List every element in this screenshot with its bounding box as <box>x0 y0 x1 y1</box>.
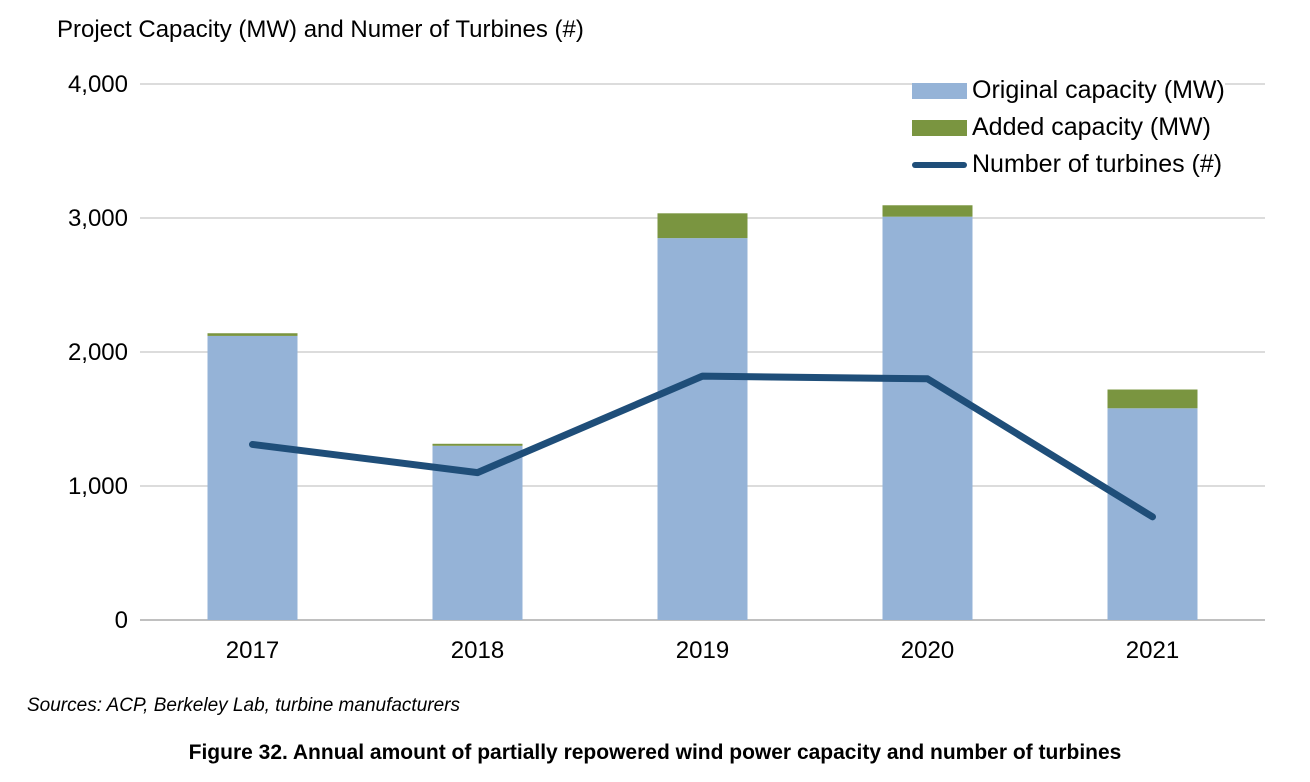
legend-item-added-capacity: Added capacity (MW) <box>912 109 1225 146</box>
bar-added-capacity-2018 <box>432 443 523 446</box>
legend-swatch-original-capacity-icon <box>912 82 967 99</box>
y-tick-label: 3,000 <box>68 205 128 232</box>
legend-item-number-of-turbines: Number of turbines (#) <box>912 146 1225 183</box>
chart-canvas: 0 1,000 2,000 3,000 4,000 2017 2018 2019 2020 202… <box>68 71 1265 664</box>
legend-label-added-capacity: Added capacity (MW) <box>972 113 1211 141</box>
legend: Original capacity (MW) Added capacity (M… <box>912 72 1225 183</box>
bar-added-capacity-2017 <box>207 333 298 336</box>
legend-label-number-of-turbines: Number of turbines (#) <box>972 150 1223 178</box>
x-tick-label: 2021 <box>1126 637 1179 664</box>
bar-added-capacity-2020 <box>882 205 973 217</box>
chart-title: Project Capacity (MW) and Numer of Turbi… <box>57 16 584 43</box>
turbine-count-line <box>249 372 1156 521</box>
bar-original-capacity-2017 <box>207 335 298 620</box>
y-tick-label: 1,000 <box>68 473 128 500</box>
bar-added-capacity-2019 <box>657 213 748 239</box>
y-tick-label: 4,000 <box>68 71 128 98</box>
y-tick-label: 2,000 <box>68 339 128 366</box>
bar-added-capacity-2021 <box>1107 389 1198 409</box>
x-tick-label: 2020 <box>901 637 954 664</box>
x-tick-label: 2019 <box>676 637 729 664</box>
figure-caption: Figure 32. Annual amount of partially re… <box>188 741 1122 764</box>
x-tick-label: 2018 <box>451 637 504 664</box>
bar-original-capacity-2020 <box>882 216 973 620</box>
source-note: Sources: ACP, Berkeley Lab, turbine manu… <box>27 695 461 716</box>
legend-label-original-capacity: Original capacity (MW) <box>972 76 1225 104</box>
bar-original-capacity-2019 <box>657 238 748 620</box>
legend-swatch-added-capacity-icon <box>912 119 967 136</box>
legend-swatch-turbine-line-icon <box>912 161 967 168</box>
y-tick-label: 0 <box>115 607 128 634</box>
x-tick-label: 2017 <box>226 637 279 664</box>
legend-item-original-capacity: Original capacity (MW) <box>912 72 1225 109</box>
